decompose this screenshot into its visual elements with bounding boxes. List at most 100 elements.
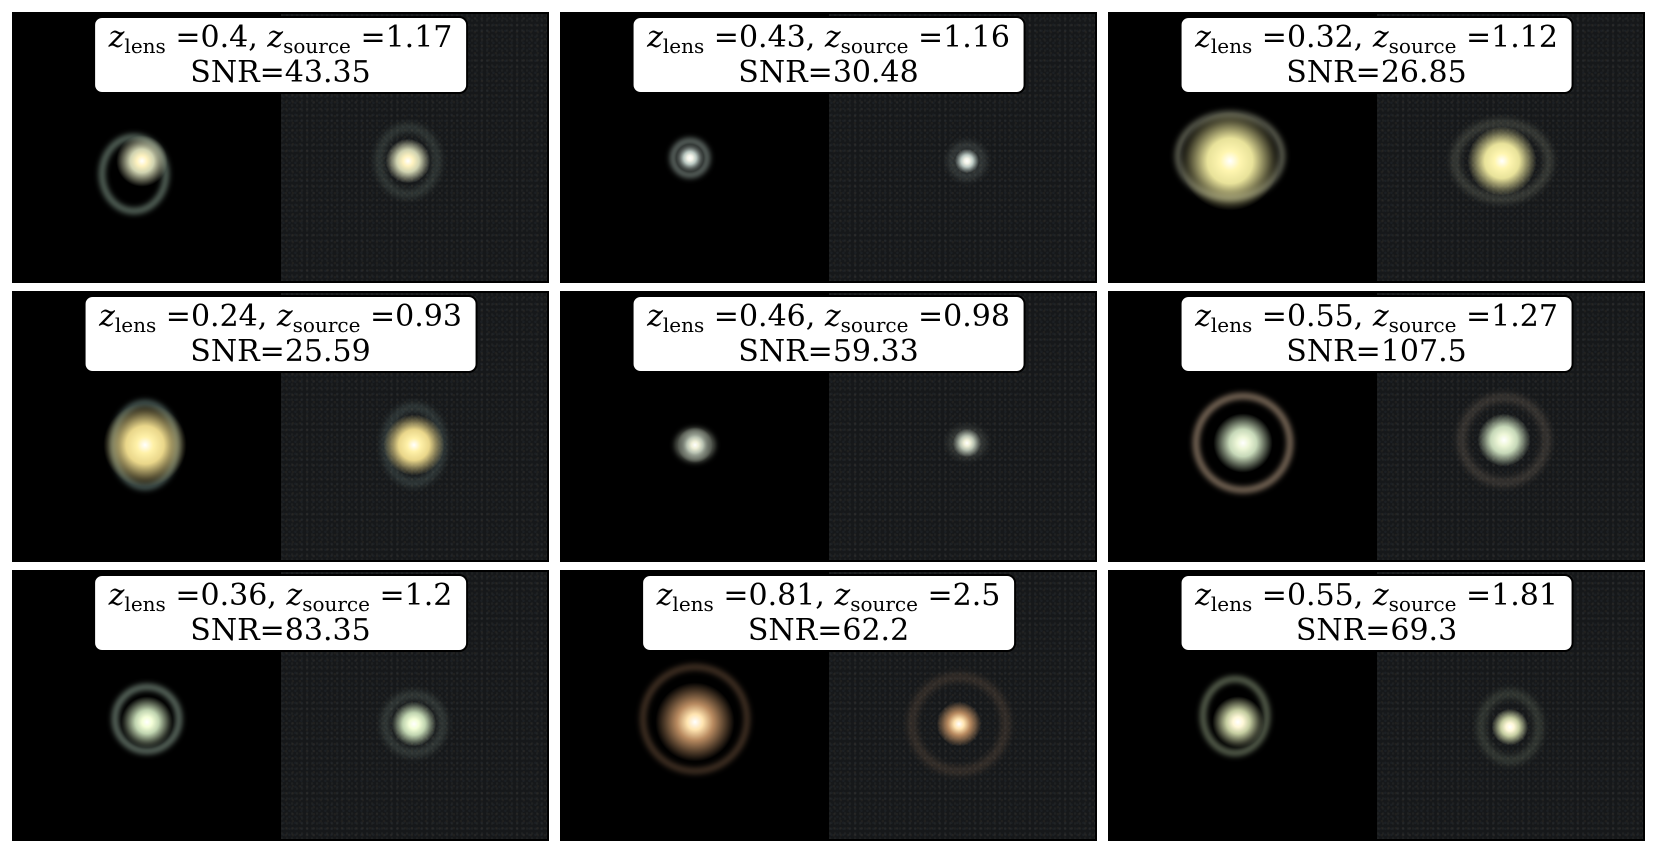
equals: = bbox=[1456, 578, 1492, 613]
einstein-ring bbox=[1452, 120, 1552, 202]
source-subscript: source bbox=[1388, 34, 1457, 58]
lens-subscript: lens bbox=[124, 592, 166, 616]
equals: = bbox=[917, 578, 953, 613]
lens-galaxy bbox=[1478, 413, 1531, 466]
einstein-ring bbox=[949, 142, 986, 179]
z-symbol: z bbox=[1372, 299, 1389, 334]
z-symbol: z bbox=[267, 20, 284, 55]
lens-galaxy bbox=[677, 427, 714, 464]
equals: = bbox=[1456, 299, 1492, 334]
equals: = bbox=[360, 299, 396, 334]
lens-subscript: lens bbox=[662, 34, 705, 58]
equals: = bbox=[1456, 20, 1492, 55]
z-symbol: z bbox=[276, 299, 293, 334]
lens-galaxy bbox=[1211, 695, 1264, 748]
z-symbol: z bbox=[1195, 299, 1211, 334]
lens-panel: zlens =0.24, zsource =0.93 SNR=25.59 bbox=[12, 291, 549, 562]
z-symbol: z bbox=[108, 20, 125, 55]
snr-value: SNR=69.3 bbox=[1295, 613, 1458, 648]
lens-galaxy bbox=[102, 403, 187, 488]
z-symbol: z bbox=[1195, 578, 1211, 613]
redshift-values: zlens =0.43, zsource =1.16 bbox=[647, 22, 1010, 57]
lens-galaxy bbox=[121, 695, 174, 748]
lens-galaxy bbox=[953, 428, 982, 457]
lens-galaxy bbox=[391, 702, 436, 747]
lens-galaxy bbox=[383, 415, 444, 476]
lens-panel: zlens =0.81, zsource =2.5 SNR=62.2 bbox=[560, 570, 1097, 841]
z-symbol: z bbox=[834, 578, 851, 613]
z-symbol: z bbox=[286, 578, 303, 613]
snr-value: SNR=26.85 bbox=[1286, 55, 1467, 90]
z-lens-value: 0.4 bbox=[200, 20, 249, 55]
equals: = bbox=[165, 578, 201, 613]
z-lens-value: 0.55 bbox=[1286, 578, 1354, 613]
einstein-ring bbox=[1459, 394, 1550, 485]
z-symbol: z bbox=[1372, 20, 1389, 55]
redshift-values: zlens =0.81, zsource =2.5 bbox=[657, 580, 1001, 615]
redshift-values: zlens =0.55, zsource =1.27 bbox=[1195, 301, 1558, 336]
separator: , bbox=[1353, 299, 1373, 334]
lens-galaxy bbox=[675, 144, 704, 173]
z-symbol: z bbox=[108, 578, 125, 613]
redshift-label: zlens =0.43, zsource =1.16 SNR=30.48 bbox=[631, 16, 1026, 94]
z-lens-value: 0.55 bbox=[1286, 299, 1354, 334]
snr-value: SNR=107.5 bbox=[1286, 334, 1467, 369]
lens-galaxy bbox=[655, 681, 736, 762]
lens-panel: zlens =0.43, zsource =1.16 SNR=30.48 bbox=[560, 12, 1097, 283]
redshift-values: zlens =0.55, zsource =1.81 bbox=[1195, 580, 1558, 615]
snr-value: SNR=59.33 bbox=[738, 334, 919, 369]
lens-galaxy bbox=[1213, 412, 1274, 473]
separator: , bbox=[805, 299, 825, 334]
z-symbol: z bbox=[1195, 20, 1211, 55]
redshift-label: zlens =0.36, zsource =1.2 SNR=83.35 bbox=[92, 574, 469, 652]
redshift-label: zlens =0.55, zsource =1.81 SNR=69.3 bbox=[1179, 574, 1574, 652]
z-source-value: 1.12 bbox=[1491, 20, 1558, 55]
z-lens-value: 0.36 bbox=[200, 578, 268, 613]
z-lens-value: 0.46 bbox=[738, 299, 806, 334]
source-subscript: source bbox=[302, 592, 370, 616]
source-subscript: source bbox=[292, 313, 361, 337]
lens-subscript: lens bbox=[1210, 34, 1253, 58]
equals: = bbox=[156, 299, 191, 334]
redshift-label: zlens =0.81, zsource =2.5 SNR=62.2 bbox=[640, 574, 1017, 652]
separator: , bbox=[267, 578, 287, 613]
snr-value: SNR=83.35 bbox=[190, 613, 371, 648]
redshift-values: zlens =0.46, zsource =0.98 bbox=[647, 301, 1010, 336]
lens-galaxy bbox=[386, 138, 431, 183]
redshift-label: zlens =0.46, zsource =0.98 SNR=59.33 bbox=[631, 295, 1026, 373]
equals: = bbox=[369, 578, 405, 613]
equals: = bbox=[1252, 578, 1287, 613]
lens-galaxy bbox=[115, 134, 168, 187]
equals: = bbox=[704, 299, 739, 334]
redshift-label: zlens =0.55, zsource =1.27 SNR=107.5 bbox=[1179, 295, 1574, 373]
redshift-values: zlens =0.4, zsource =1.17 bbox=[109, 22, 453, 57]
z-source-value: 1.17 bbox=[385, 20, 453, 55]
separator: , bbox=[1353, 20, 1373, 55]
equals: = bbox=[1252, 299, 1287, 334]
redshift-label: zlens =0.24, zsource =0.93 SNR=25.59 bbox=[83, 295, 478, 373]
lens-panel: zlens =0.36, zsource =1.2 SNR=83.35 bbox=[12, 570, 549, 841]
einstein-ring bbox=[1200, 676, 1271, 757]
equals: = bbox=[1252, 20, 1287, 55]
einstein-ring bbox=[112, 683, 183, 754]
lens-galaxy bbox=[1491, 708, 1528, 745]
z-symbol: z bbox=[99, 299, 115, 334]
equals: = bbox=[908, 20, 944, 55]
lens-panel: zlens =0.32, zsource =1.12 SNR=26.85 bbox=[1108, 12, 1645, 283]
lens-galaxy bbox=[1467, 126, 1536, 195]
equals: = bbox=[704, 20, 739, 55]
lens-galaxy bbox=[937, 702, 982, 747]
z-lens-value: 0.24 bbox=[190, 299, 258, 334]
lens-panel: zlens =0.55, zsource =1.27 SNR=107.5 bbox=[1108, 291, 1645, 562]
equals: = bbox=[713, 578, 749, 613]
einstein-ring bbox=[669, 138, 710, 179]
equals: = bbox=[908, 299, 944, 334]
z-source-value: 1.2 bbox=[404, 578, 453, 613]
z-lens-value: 0.32 bbox=[1286, 20, 1354, 55]
lens-panel: zlens =0.46, zsource =0.98 SNR=59.33 bbox=[560, 291, 1097, 562]
z-symbol: z bbox=[647, 299, 663, 334]
source-subscript: source bbox=[840, 313, 909, 337]
redshift-label: zlens =0.4, zsource =1.17 SNR=43.35 bbox=[92, 16, 469, 94]
snr-value: SNR=30.48 bbox=[738, 55, 919, 90]
einstein-ring bbox=[640, 663, 751, 774]
